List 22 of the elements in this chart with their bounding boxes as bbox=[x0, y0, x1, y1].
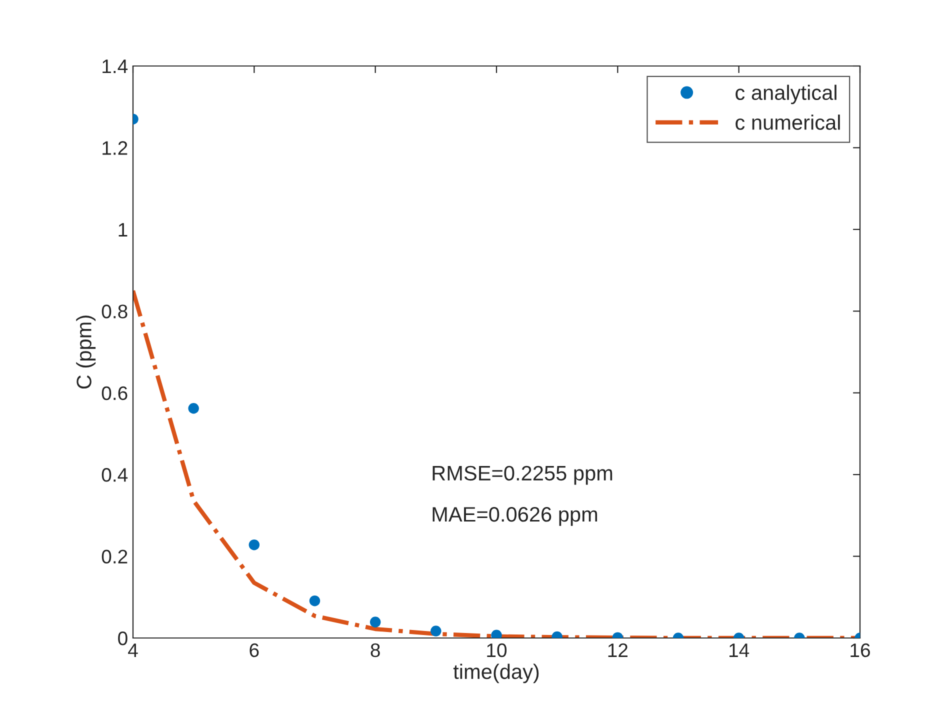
y-tick-label: 0.6 bbox=[102, 386, 128, 400]
annotation: RMSE=0.2255 ppm bbox=[432, 466, 612, 485]
y-tick-label: 1.4 bbox=[102, 60, 128, 74]
y-tick-label: 1.2 bbox=[102, 141, 128, 155]
x-axis-title: time(day) bbox=[453, 664, 539, 684]
legend-label: c numerical bbox=[736, 114, 840, 130]
x-tick-label: 6 bbox=[250, 643, 259, 658]
y-tick-label: 0.4 bbox=[102, 468, 128, 482]
x-tick-label: 8 bbox=[370, 643, 380, 658]
y-tick-label: 0.2 bbox=[102, 550, 128, 564]
y-tick-label: 0.8 bbox=[102, 304, 128, 318]
y-axis-title: C (ppm) bbox=[76, 316, 96, 389]
y-tick-label: 0 bbox=[118, 631, 128, 646]
x-tick-label: 16 bbox=[850, 643, 870, 658]
x-tick-label: 10 bbox=[487, 643, 507, 658]
x-tick-label: 12 bbox=[608, 643, 628, 657]
x-tick-label: 14 bbox=[730, 644, 750, 657]
y-tick-label: 1 bbox=[118, 223, 128, 236]
x-tick-label: 4 bbox=[128, 644, 138, 657]
legend-label: c analytical bbox=[736, 84, 836, 104]
point bbox=[188, 403, 199, 414]
annotation: MAE=0.0626 ppm bbox=[432, 507, 598, 526]
